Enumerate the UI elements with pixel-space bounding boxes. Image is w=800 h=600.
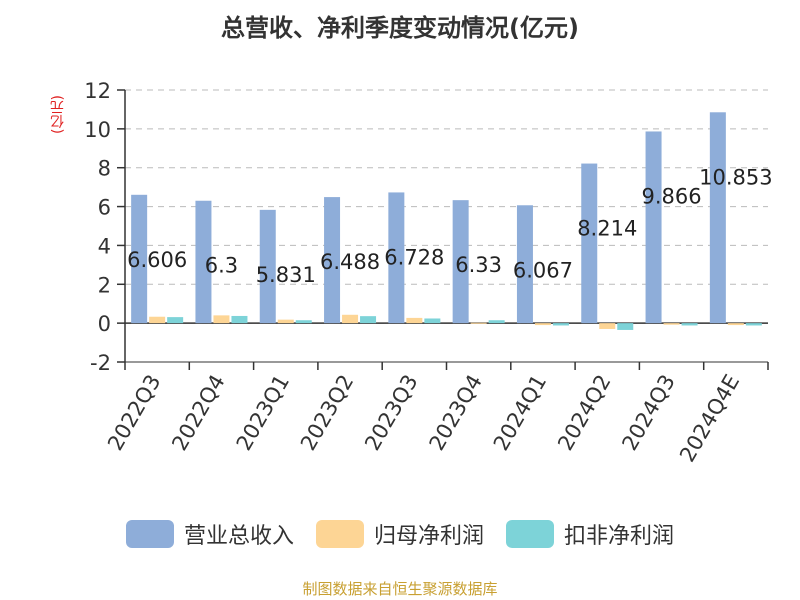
bar-deducted-profit <box>295 320 312 324</box>
bar-deducted-profit <box>424 318 441 324</box>
legend-label-deducted-profit: 扣非净利润 <box>564 524 675 549</box>
bar-deducted-profit <box>745 323 762 326</box>
x-tick-label: 2024Q2 <box>553 371 615 455</box>
data-label: 6.3 <box>205 254 238 278</box>
data-label: 6.488 <box>320 250 380 274</box>
legend-swatch-net-profit <box>315 520 364 548</box>
data-label: 10.853 <box>699 165 772 189</box>
bar-deducted-profit <box>360 316 377 324</box>
y-tick-label: 2 <box>98 273 111 297</box>
bar-revenue <box>131 194 148 324</box>
bar-revenue <box>645 131 662 324</box>
bar-deducted-profit <box>617 323 634 330</box>
bar-net-profit <box>534 323 551 326</box>
y-tick-label: -2 <box>90 351 111 375</box>
legend: 营业总收入 归母净利润 扣非净利润 <box>0 518 800 550</box>
y-tick-label: 12 <box>84 79 111 103</box>
chart-title: 总营收、净利季度变动情况(亿元) <box>221 14 579 42</box>
data-label: 6.728 <box>384 245 444 269</box>
legend-label-net-profit: 归母净利润 <box>373 524 484 549</box>
bar-revenue <box>324 197 341 324</box>
data-label: 6.067 <box>513 258 573 282</box>
x-tick-label: 2023Q1 <box>232 371 294 455</box>
x-tick-label: 2023Q3 <box>360 371 422 455</box>
legend-swatch-deducted-profit <box>506 520 554 548</box>
bar-net-profit <box>406 317 423 324</box>
data-label: 6.606 <box>127 248 187 272</box>
y-tick-label: 6 <box>98 196 111 220</box>
legend-swatch-revenue <box>125 520 174 548</box>
bar-deducted-profit <box>681 323 698 326</box>
bar-deducted-profit <box>488 320 505 324</box>
data-label: 6.33 <box>455 253 502 277</box>
bar-net-profit <box>342 314 359 324</box>
y-tick-label: 10 <box>84 118 111 142</box>
bar-deducted-profit <box>167 317 184 324</box>
bar-net-profit <box>213 315 230 324</box>
x-tick-label: 2023Q2 <box>296 371 358 455</box>
data-label: 9.866 <box>641 184 701 208</box>
bar-net-profit <box>727 323 744 326</box>
bar-net-profit <box>277 319 294 324</box>
bar-net-profit <box>663 323 680 325</box>
bar-revenue <box>195 200 212 324</box>
x-tick-label: 2023Q4 <box>425 371 487 455</box>
bar-revenue <box>259 209 276 324</box>
x-tick-label: 2024Q4E <box>675 371 744 467</box>
bar-net-profit <box>470 322 487 324</box>
bar-deducted-profit <box>552 323 569 326</box>
data-source-note: 制图数据来自恒生聚源数据库 <box>302 580 498 598</box>
x-tick-label: 2022Q3 <box>103 371 165 455</box>
bar-deducted-profit <box>231 315 248 324</box>
x-tick-label: 2024Q1 <box>489 371 551 455</box>
legend-item-deducted-profit[interactable]: 扣非净利润 <box>506 518 674 550</box>
data-label: 8.214 <box>577 217 637 241</box>
x-tick-label: 2022Q4 <box>167 371 229 455</box>
bar-revenue <box>709 112 726 324</box>
legend-label-revenue: 营业总收入 <box>183 524 294 549</box>
y-tick-label: 8 <box>98 157 111 181</box>
bar-net-profit <box>599 323 616 329</box>
bar-revenue <box>388 192 405 324</box>
bar-revenue <box>516 205 533 324</box>
y-tick-label: 4 <box>98 234 111 258</box>
bar-revenue <box>452 200 469 324</box>
bar-net-profit <box>149 316 166 324</box>
legend-item-net-profit[interactable]: 归母净利润 <box>315 518 484 550</box>
legend-item-revenue[interactable]: 营业总收入 <box>125 518 294 550</box>
y-tick-label: 0 <box>98 312 111 336</box>
x-tick-label: 2024Q3 <box>617 371 679 455</box>
data-label: 5.831 <box>256 263 316 287</box>
bar-revenue <box>581 163 598 324</box>
